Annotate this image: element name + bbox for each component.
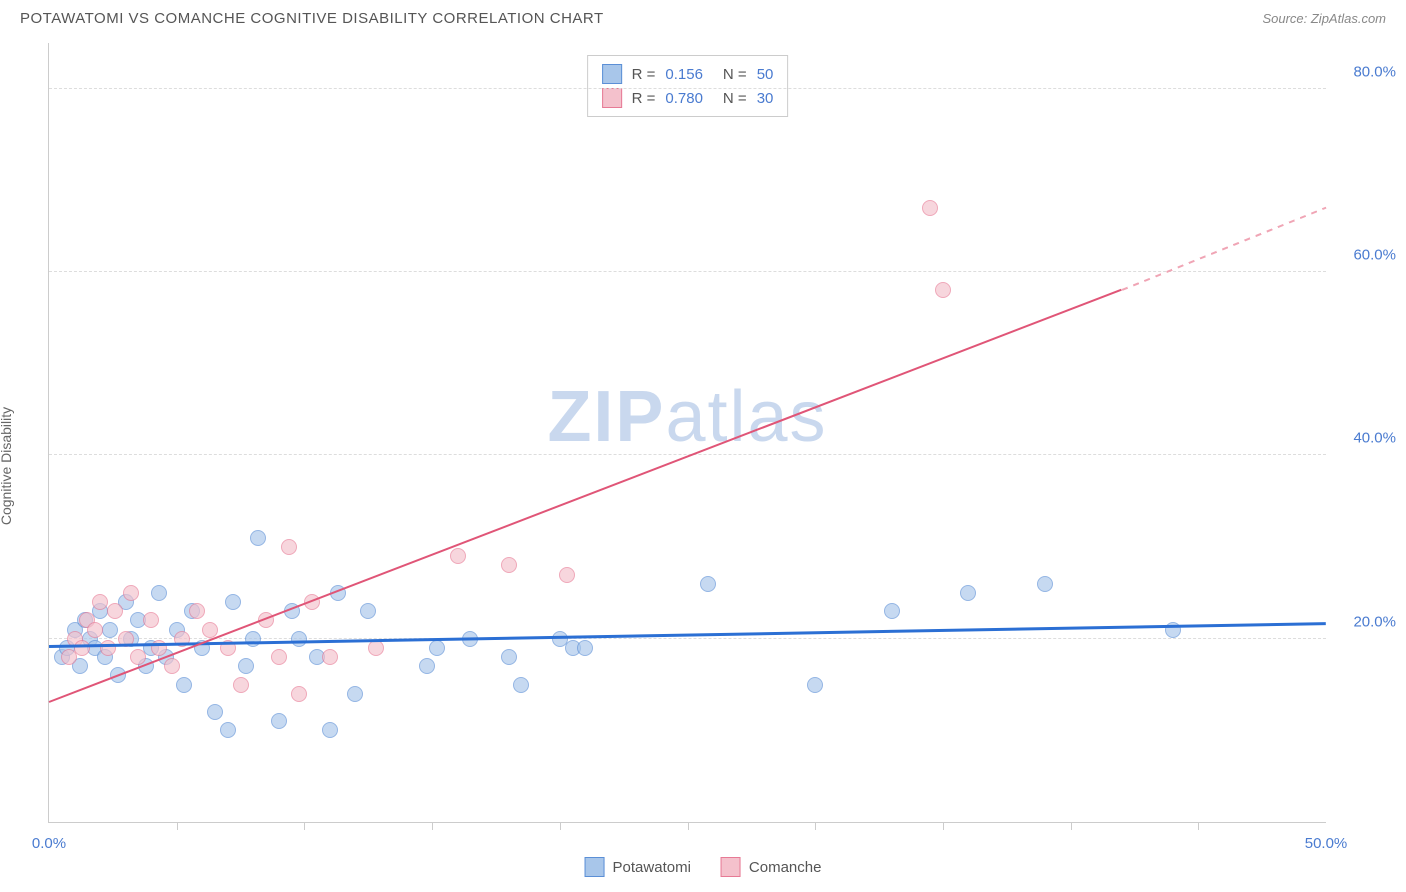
data-point — [271, 713, 287, 729]
data-point — [74, 640, 90, 656]
data-point — [130, 649, 146, 665]
x-tick — [943, 822, 944, 830]
stats-legend-box: R = 0.156 N = 50 R = 0.780 N = 30 — [587, 55, 789, 117]
y-tick-label: 20.0% — [1336, 613, 1396, 630]
gridline-h — [49, 88, 1326, 89]
stats-row: R = 0.156 N = 50 — [602, 62, 774, 86]
data-point — [450, 548, 466, 564]
x-tick — [560, 822, 561, 830]
x-tick — [432, 822, 433, 830]
stats-swatch — [602, 64, 622, 84]
data-point — [87, 622, 103, 638]
data-point — [207, 704, 223, 720]
data-point — [291, 686, 307, 702]
data-point — [513, 677, 529, 693]
data-point — [577, 640, 593, 656]
stat-r-label: R = — [632, 66, 656, 83]
stat-n-label: N = — [723, 90, 747, 107]
trend-line — [1121, 207, 1326, 291]
data-point — [807, 677, 823, 693]
x-tick — [688, 822, 689, 830]
data-point — [960, 585, 976, 601]
data-point — [922, 200, 938, 216]
data-point — [360, 603, 376, 619]
data-point — [559, 567, 575, 583]
data-point — [1037, 576, 1053, 592]
legend-swatch — [585, 857, 605, 877]
legend-label: Comanche — [749, 859, 822, 876]
data-point — [501, 557, 517, 573]
data-point — [189, 603, 205, 619]
data-point — [225, 594, 241, 610]
series-legend: Potawatomi Comanche — [585, 857, 822, 877]
data-point — [107, 603, 123, 619]
stat-n-value: 50 — [757, 66, 774, 83]
data-point — [92, 594, 108, 610]
legend-label: Potawatomi — [613, 859, 691, 876]
data-point — [250, 530, 266, 546]
x-tick-label: 50.0% — [1305, 835, 1348, 852]
y-axis-label: Cognitive Disability — [0, 407, 14, 525]
data-point — [143, 612, 159, 628]
data-point — [501, 649, 517, 665]
data-point — [202, 622, 218, 638]
data-point — [271, 649, 287, 665]
x-tick-label: 0.0% — [32, 835, 66, 852]
data-point — [429, 640, 445, 656]
chart-title: POTAWATOMI VS COMANCHE COGNITIVE DISABIL… — [20, 10, 604, 27]
stat-r-label: R = — [632, 90, 656, 107]
x-tick — [1071, 822, 1072, 830]
y-tick-label: 80.0% — [1336, 63, 1396, 80]
stat-n-label: N = — [723, 66, 747, 83]
data-point — [220, 722, 236, 738]
stat-r-value: 0.780 — [665, 90, 703, 107]
data-point — [176, 677, 192, 693]
data-point — [368, 640, 384, 656]
data-point — [281, 539, 297, 555]
stat-r-value: 0.156 — [665, 66, 703, 83]
y-tick-label: 60.0% — [1336, 247, 1396, 264]
data-point — [347, 686, 363, 702]
plot-area: ZIPatlas R =0.156N =50R =0.780N =30 20.0… — [48, 43, 1326, 823]
x-tick — [304, 822, 305, 830]
chart-area: Cognitive Disability ZIPatlas R =0.156N … — [0, 33, 1406, 883]
legend-item: Comanche — [721, 857, 822, 877]
data-point — [291, 631, 307, 647]
data-point — [935, 282, 951, 298]
data-point — [884, 603, 900, 619]
data-point — [123, 585, 139, 601]
chart-header: POTAWATOMI VS COMANCHE COGNITIVE DISABIL… — [0, 0, 1406, 33]
data-point — [233, 677, 249, 693]
legend-swatch — [721, 857, 741, 877]
x-tick — [815, 822, 816, 830]
data-point — [151, 585, 167, 601]
data-point — [102, 622, 118, 638]
data-point — [100, 640, 116, 656]
data-point — [164, 658, 180, 674]
data-point — [419, 658, 435, 674]
data-point — [245, 631, 261, 647]
y-tick-label: 40.0% — [1336, 430, 1396, 447]
data-point — [700, 576, 716, 592]
legend-item: Potawatomi — [585, 857, 691, 877]
stat-n-value: 30 — [757, 90, 774, 107]
x-tick — [177, 822, 178, 830]
x-tick — [1198, 822, 1199, 830]
data-point — [322, 649, 338, 665]
stats-swatch — [602, 88, 622, 108]
stats-row: R = 0.780 N = 30 — [602, 86, 774, 110]
data-point — [322, 722, 338, 738]
gridline-h — [49, 271, 1326, 272]
gridline-h — [49, 638, 1326, 639]
data-point — [238, 658, 254, 674]
source-label: Source: ZipAtlas.com — [1262, 11, 1386, 26]
